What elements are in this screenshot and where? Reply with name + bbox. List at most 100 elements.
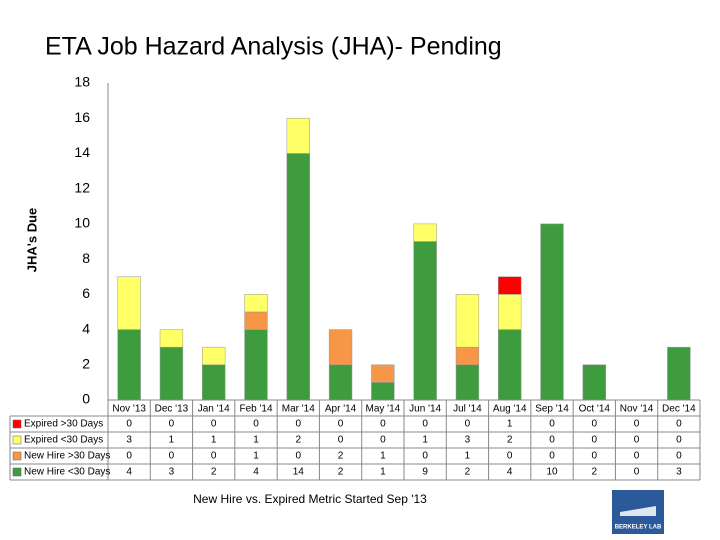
bar-segment (117, 276, 141, 330)
table-value: 0 (338, 419, 344, 430)
y-tick-label: 2 (82, 355, 90, 371)
legend-label: Expired <30 Days (24, 435, 103, 446)
table-value: 2 (465, 467, 471, 478)
y-tick-label: 8 (82, 250, 90, 266)
bar-segment (202, 346, 226, 366)
bar-segment (202, 364, 226, 401)
table-value: 1 (380, 451, 386, 462)
table-value: 0 (634, 467, 640, 478)
bar-segment (413, 241, 437, 401)
table-value: 0 (422, 419, 428, 430)
table-value: 1 (380, 467, 386, 478)
table-value: 9 (422, 467, 428, 478)
y-tick-label: 12 (74, 179, 90, 195)
table-value: 0 (549, 435, 555, 446)
table-value: 0 (211, 451, 217, 462)
table-value: 2 (338, 467, 344, 478)
table-value: 2 (592, 467, 598, 478)
x-tick-label: Dec '13 (155, 404, 189, 415)
x-tick-label: Sep '14 (535, 404, 569, 415)
x-tick-label: Dec '14 (662, 404, 696, 415)
x-tick-label: Aug '14 (493, 404, 527, 415)
table-value: 14 (293, 467, 305, 478)
legend-label: New Hire <30 Days (24, 467, 110, 478)
table-value: 0 (211, 419, 217, 430)
bar-segment (328, 364, 353, 401)
table-value: 4 (126, 467, 132, 478)
x-tick-label: May '14 (366, 404, 401, 415)
x-tick-label: Nov '14 (620, 404, 654, 415)
bar-segment (286, 153, 310, 401)
table-value: 2 (338, 451, 344, 462)
table-value: 1 (253, 451, 259, 462)
table-value: 0 (169, 419, 175, 430)
bar-segment (244, 294, 268, 313)
bar-segment (159, 346, 184, 401)
y-tick-label: 10 (74, 215, 90, 231)
logo-icon (620, 506, 656, 516)
table-value: 0 (592, 435, 598, 446)
bar-segment (455, 294, 480, 348)
table-value: 1 (465, 451, 471, 462)
table-value: 2 (296, 435, 302, 446)
table-value: 0 (592, 419, 598, 430)
table-value: 2 (211, 467, 217, 478)
bar-segment (455, 346, 480, 366)
bar-segment (244, 311, 268, 330)
legend-swatch (12, 467, 22, 477)
y-tick-label: 4 (82, 320, 90, 336)
table-value: 0 (338, 435, 344, 446)
bar-segment (667, 346, 691, 401)
bar-segment (498, 276, 522, 295)
table-value: 0 (676, 451, 682, 462)
table-value: 0 (634, 451, 640, 462)
x-tick-label: Jun '14 (409, 404, 441, 415)
bar-segment (413, 223, 437, 242)
bar-segment (371, 382, 395, 401)
table-value: 2 (507, 435, 513, 446)
bar-segment (244, 329, 268, 401)
bar-segment (582, 364, 606, 401)
x-tick-label: Mar '14 (282, 404, 315, 415)
logo-text: BERKELEY LAB (615, 525, 662, 531)
bar-segment (159, 329, 184, 348)
table-value: 4 (507, 467, 513, 478)
table-value: 0 (126, 419, 132, 430)
table-value: 3 (126, 435, 132, 446)
table-value: 0 (676, 435, 682, 446)
x-tick-label: Nov '13 (112, 404, 146, 415)
table-value: 0 (465, 419, 471, 430)
table-value: 0 (676, 419, 682, 430)
table-value: 1 (422, 435, 428, 446)
table-value: 0 (592, 451, 598, 462)
bar-segment (286, 117, 310, 154)
table-value: 0 (380, 435, 386, 446)
table-value: 0 (549, 451, 555, 462)
table-value: 1 (211, 435, 217, 446)
bar-segment (117, 329, 141, 401)
bar-segment (455, 364, 480, 401)
table-value: 0 (422, 451, 428, 462)
table-value: 0 (507, 451, 513, 462)
x-tick-label: Oct '14 (579, 404, 611, 415)
table-value: 0 (549, 419, 555, 430)
table-value: 0 (634, 419, 640, 430)
table-value: 1 (507, 419, 513, 430)
bar-segment (498, 294, 522, 330)
chart-title: ETA Job Hazard Analysis (JHA)- Pending (45, 33, 502, 61)
y-axis-label: JHA's Due (24, 208, 39, 273)
legend-swatch (12, 451, 22, 461)
table-value: 3 (676, 467, 682, 478)
x-tick-label: Jul '14 (453, 404, 482, 415)
table-value: 0 (634, 435, 640, 446)
x-tick-label: Apr '14 (325, 404, 357, 415)
y-tick-label: 6 (82, 285, 90, 301)
table-value: 1 (169, 435, 175, 446)
legend-label: New Hire >30 Days (24, 451, 110, 462)
y-tick-label: 18 (74, 74, 90, 90)
table-value: 0 (296, 419, 302, 430)
x-tick-label: Feb '14 (239, 404, 272, 415)
table-value: 4 (253, 467, 259, 478)
table-value: 0 (380, 419, 386, 430)
